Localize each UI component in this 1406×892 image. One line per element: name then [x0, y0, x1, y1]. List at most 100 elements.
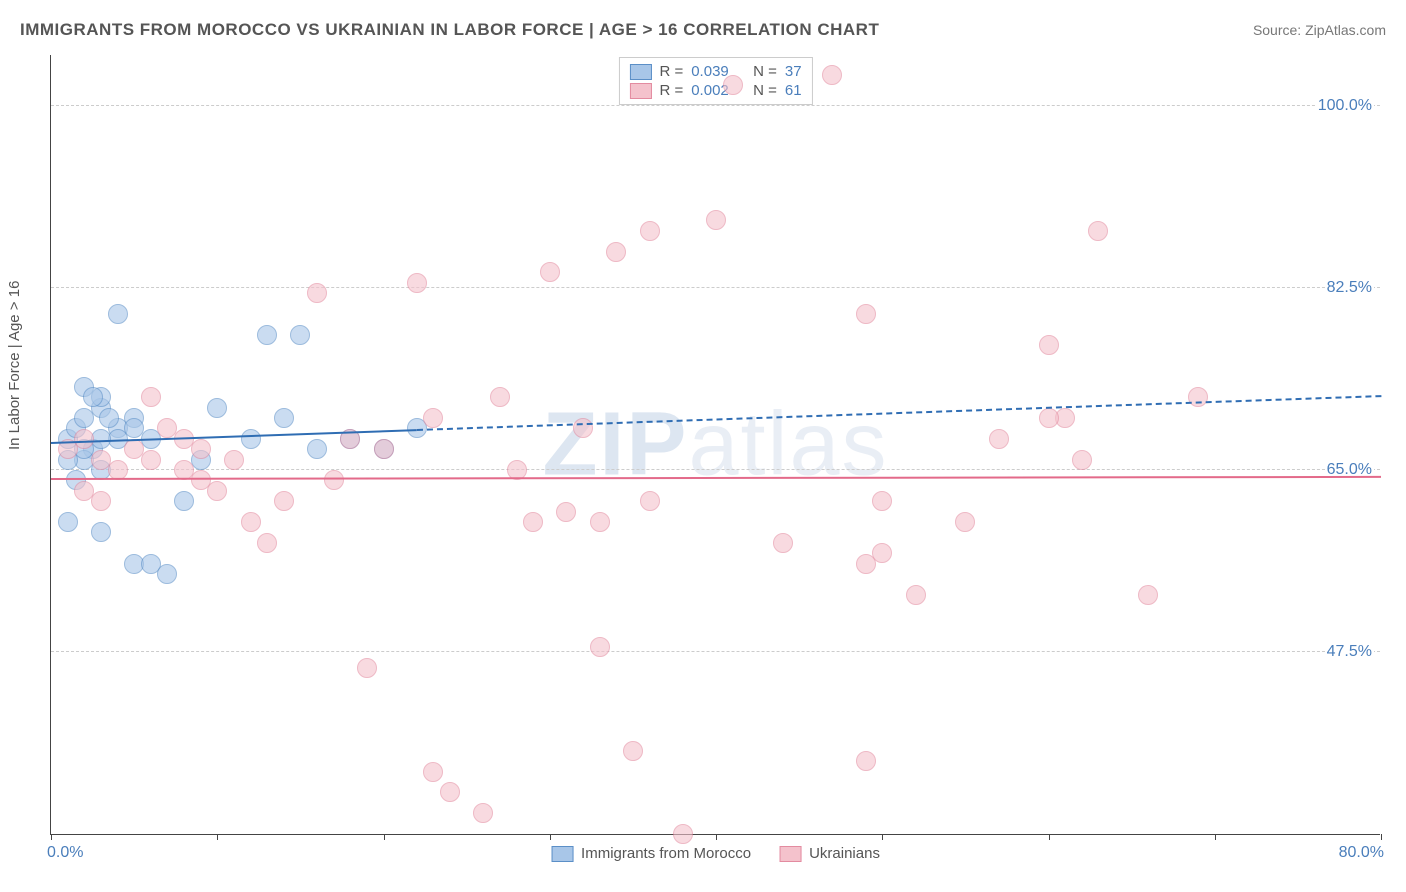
scatter-point-ukrainians	[872, 543, 892, 563]
legend-label: Ukrainians	[809, 845, 880, 862]
scatter-point-ukrainians	[74, 429, 94, 449]
n-value: 61	[785, 82, 802, 99]
scatter-point-ukrainians	[423, 408, 443, 428]
scatter-point-ukrainians	[822, 65, 842, 85]
scatter-point-ukrainians	[773, 533, 793, 553]
scatter-point-ukrainians	[906, 585, 926, 605]
trend-line-ukrainians	[51, 476, 1381, 480]
scatter-point-morocco	[257, 325, 277, 345]
scatter-point-ukrainians	[191, 439, 211, 459]
gridline	[51, 105, 1380, 106]
x-tick	[550, 834, 551, 840]
scatter-point-morocco	[207, 398, 227, 418]
source-prefix: Source:	[1253, 22, 1305, 38]
scatter-point-ukrainians	[490, 387, 510, 407]
scatter-point-ukrainians	[1072, 450, 1092, 470]
stats-legend-row: R = 0.039 N = 37	[629, 62, 801, 81]
x-tick	[384, 834, 385, 840]
scatter-point-ukrainians	[872, 491, 892, 511]
x-tick	[882, 834, 883, 840]
scatter-point-ukrainians	[307, 283, 327, 303]
scatter-point-ukrainians	[141, 387, 161, 407]
scatter-point-ukrainians	[357, 658, 377, 678]
scatter-point-morocco	[307, 439, 327, 459]
scatter-point-ukrainians	[706, 210, 726, 230]
r-label: R =	[659, 63, 683, 80]
scatter-point-ukrainians	[91, 491, 111, 511]
legend-swatch-morocco	[629, 64, 651, 80]
y-gridline-label: 82.5%	[1325, 279, 1374, 297]
watermark-rest: atlas	[688, 394, 888, 494]
n-label: N =	[753, 82, 777, 99]
x-axis-min-label: 0.0%	[47, 844, 83, 862]
scatter-point-ukrainians	[473, 803, 493, 823]
scatter-point-ukrainians	[440, 782, 460, 802]
legend-label: Immigrants from Morocco	[581, 845, 751, 862]
n-value: 37	[785, 63, 802, 80]
scatter-point-morocco	[174, 491, 194, 511]
scatter-point-ukrainians	[1188, 387, 1208, 407]
scatter-point-ukrainians	[1088, 221, 1108, 241]
scatter-point-ukrainians	[640, 491, 660, 511]
scatter-point-ukrainians	[324, 470, 344, 490]
y-gridline-label: 100.0%	[1316, 97, 1374, 115]
x-tick	[1049, 834, 1050, 840]
scatter-point-ukrainians	[540, 262, 560, 282]
gridline	[51, 287, 1380, 288]
chart-title: IMMIGRANTS FROM MOROCCO VS UKRAINIAN IN …	[20, 20, 879, 40]
scatter-point-ukrainians	[955, 512, 975, 532]
scatter-point-morocco	[274, 408, 294, 428]
scatter-point-ukrainians	[590, 512, 610, 532]
scatter-point-morocco	[157, 564, 177, 584]
scatter-point-ukrainians	[407, 273, 427, 293]
scatter-point-ukrainians	[723, 75, 743, 95]
scatter-point-ukrainians	[241, 512, 261, 532]
scatter-point-ukrainians	[989, 429, 1009, 449]
scatter-point-ukrainians	[1039, 408, 1059, 428]
n-label: N =	[753, 63, 777, 80]
scatter-point-ukrainians	[1039, 335, 1059, 355]
gridline	[51, 469, 1380, 470]
scatter-point-ukrainians	[224, 450, 244, 470]
scatter-point-morocco	[91, 522, 111, 542]
scatter-point-morocco	[241, 429, 261, 449]
scatter-point-morocco	[83, 387, 103, 407]
scatter-point-ukrainians	[523, 512, 543, 532]
scatter-point-morocco	[290, 325, 310, 345]
legend-swatch-ukrainians	[629, 83, 651, 99]
legend-item-ukrainians: Ukrainians	[779, 845, 880, 862]
trend-line-morocco-dashed	[417, 395, 1381, 431]
y-gridline-label: 47.5%	[1325, 643, 1374, 661]
legend-item-morocco: Immigrants from Morocco	[551, 845, 751, 862]
gridline	[51, 651, 1380, 652]
scatter-point-morocco	[108, 304, 128, 324]
scatter-point-morocco	[58, 512, 78, 532]
scatter-point-ukrainians	[590, 637, 610, 657]
scatter-point-ukrainians	[556, 502, 576, 522]
scatter-point-ukrainians	[1138, 585, 1158, 605]
x-tick	[51, 834, 52, 840]
x-tick	[1215, 834, 1216, 840]
scatter-point-morocco	[99, 408, 119, 428]
legend-swatch-morocco	[551, 846, 573, 862]
x-tick	[217, 834, 218, 840]
x-axis-max-label: 80.0%	[1339, 844, 1384, 862]
r-label: R =	[659, 82, 683, 99]
scatter-point-ukrainians	[423, 762, 443, 782]
scatter-point-ukrainians	[374, 439, 394, 459]
scatter-point-ukrainians	[257, 533, 277, 553]
scatter-point-ukrainians	[856, 304, 876, 324]
scatter-point-ukrainians	[640, 221, 660, 241]
scatter-point-ukrainians	[623, 741, 643, 761]
scatter-point-ukrainians	[573, 418, 593, 438]
legend-swatch-ukrainians	[779, 846, 801, 862]
scatter-point-ukrainians	[274, 491, 294, 511]
scatter-point-ukrainians	[141, 450, 161, 470]
source-attribution: Source: ZipAtlas.com	[1253, 22, 1386, 38]
stats-legend: R = 0.039 N = 37 R = 0.002 N = 61	[618, 57, 812, 105]
x-tick	[1381, 834, 1382, 840]
series-legend: Immigrants from Morocco Ukrainians	[543, 845, 888, 862]
scatter-point-ukrainians	[856, 751, 876, 771]
source-link[interactable]: ZipAtlas.com	[1305, 22, 1386, 38]
stats-legend-row: R = 0.002 N = 61	[629, 81, 801, 100]
